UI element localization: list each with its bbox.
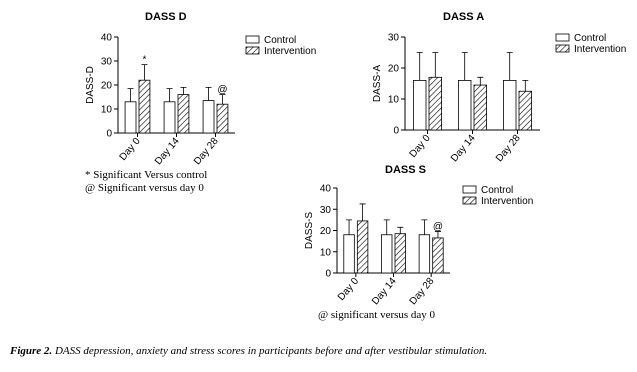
y-axis-label: DASS-A [372,65,383,103]
y-tick-label: 40 [320,184,332,195]
error-bar [522,80,529,92]
chart-title: DASS S [385,164,426,176]
bar [412,80,427,131]
caption: Figure 2. DASS depression, anxiety and s… [9,345,487,357]
x-tick-label: Day 0 [118,136,143,163]
bar [216,103,229,134]
legend-label: Intervention [574,44,626,55]
error-bar [346,219,353,235]
x-tick-label: Day 28 [192,136,221,168]
note: @ significant versus day 0 [318,309,436,321]
legend-label: Control [264,35,296,46]
error-bar [141,64,148,81]
y-axis-label: DASS-S [304,212,315,250]
bar [432,237,444,274]
note: * Significant Versus control [85,169,207,181]
y-tick-label: 20 [388,64,400,75]
bar [163,101,176,134]
error-bar [461,52,468,81]
bar [177,94,190,134]
y-tick-label: 0 [325,269,331,280]
y-tick-label: 20 [320,226,332,237]
x-tick-label: Day 28 [494,133,523,165]
y-tick-label: 30 [388,33,400,44]
bar [343,234,355,274]
bar [473,84,488,131]
y-tick-label: 10 [388,95,400,106]
chart-title: DASS D [145,11,187,23]
y-tick-label: 10 [101,105,113,116]
bar [202,100,215,134]
legend-swatch [245,46,260,55]
note: @ Significant versus day 0 [85,182,204,194]
y-tick-label: 10 [320,247,332,258]
caption-label: Figure 2. [9,345,52,357]
y-tick-label: 30 [101,57,113,68]
legend-label: Intervention [481,196,533,207]
y-axis-label: DASS-D [85,66,96,104]
error-bar [205,87,212,101]
error-bar [180,87,187,95]
y-tick-label: 20 [101,81,113,92]
error-bar [432,52,439,78]
error-bar [383,219,390,235]
bar [124,101,137,134]
error-bar [421,219,428,235]
x-tick-label: Day 14 [370,276,399,308]
x-tick-label: Day 28 [408,276,437,308]
bar [457,80,472,131]
bar [381,234,393,274]
error-bar [434,231,441,238]
bar [356,220,369,274]
error-bar [397,226,404,234]
bar [418,234,431,274]
caption-text: DASS depression, anxiety and stress scor… [54,345,487,357]
legend-swatch [462,196,477,205]
x-tick-label: Day 0 [336,276,361,303]
legend-swatch [555,44,570,53]
legend-label: Control [574,33,606,44]
bar [138,79,151,134]
chart-title: DASS A [443,11,484,23]
x-tick-label: Day 0 [408,133,433,160]
error-bar [416,52,423,81]
error-bar [477,76,484,86]
x-tick-label: Day 14 [153,136,182,168]
legend-swatch [245,35,260,44]
bar [428,76,443,131]
legend-label: Intervention [264,46,316,57]
x-tick-label: Day 14 [449,133,478,165]
legend-swatch [555,33,570,42]
significance-marker: * [143,55,147,66]
legend-swatch [462,185,477,194]
error-bar [127,88,134,102]
bar [518,90,533,131]
y-tick-label: 30 [320,205,332,216]
significance-marker: @ [217,85,227,96]
bar [502,80,517,131]
significance-marker: @ [433,222,443,233]
error-bar [506,52,513,81]
error-bar [166,88,173,102]
y-tick-label: 0 [106,129,112,140]
legend-label: Control [481,185,513,196]
error-bar [219,94,226,105]
bar [394,233,406,274]
y-tick-label: 0 [393,126,399,137]
y-tick-label: 40 [101,33,113,44]
error-bar [359,203,366,221]
